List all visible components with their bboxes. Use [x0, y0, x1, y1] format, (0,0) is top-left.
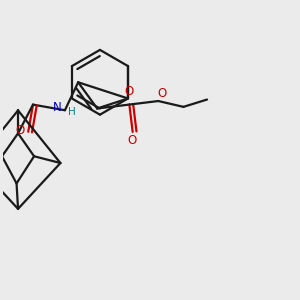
Text: H: H [68, 107, 75, 117]
Text: N: N [53, 101, 62, 114]
Text: O: O [157, 87, 167, 100]
Text: O: O [128, 134, 137, 147]
Text: O: O [125, 85, 134, 98]
Text: O: O [15, 124, 25, 137]
